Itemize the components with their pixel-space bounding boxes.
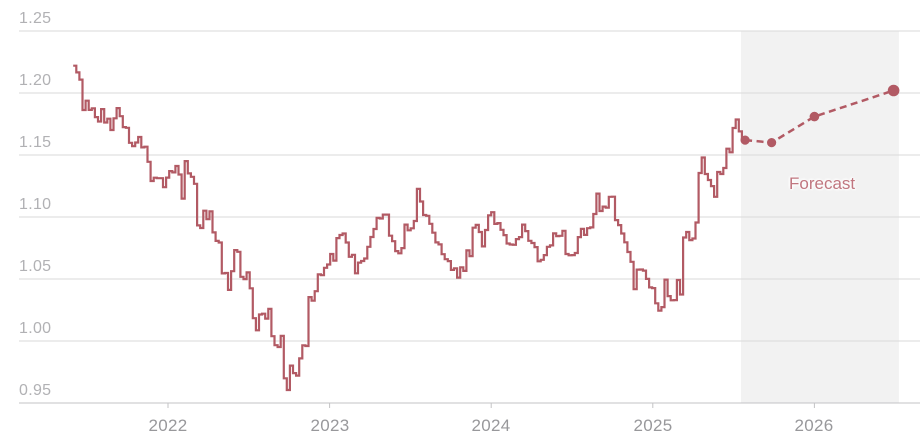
y-tick-label: 1.25 <box>19 10 52 27</box>
forecast-point <box>809 111 820 122</box>
x-tick-label: 2023 <box>310 416 350 435</box>
historical-rate-line <box>73 64 747 392</box>
x-tick-label: 2024 <box>471 416 511 435</box>
x-tick-label: 2026 <box>794 416 834 435</box>
forecast-region-label: Forecast <box>789 174 856 193</box>
y-tick-label: 1.05 <box>19 258 52 275</box>
forecast-point <box>887 84 900 97</box>
x-tick-label: 2025 <box>633 416 673 435</box>
forecast-point <box>740 135 750 145</box>
forecast-line <box>744 89 894 144</box>
x-tick-label: 2022 <box>148 416 188 435</box>
y-tick-label: 1.00 <box>19 320 52 337</box>
y-tick-label: 1.15 <box>19 134 52 151</box>
y-tick-label: 1.10 <box>19 196 52 213</box>
y-tick-label: 1.20 <box>19 72 52 89</box>
y-tick-label: 0.95 <box>19 382 52 399</box>
forecast-point <box>767 138 777 148</box>
